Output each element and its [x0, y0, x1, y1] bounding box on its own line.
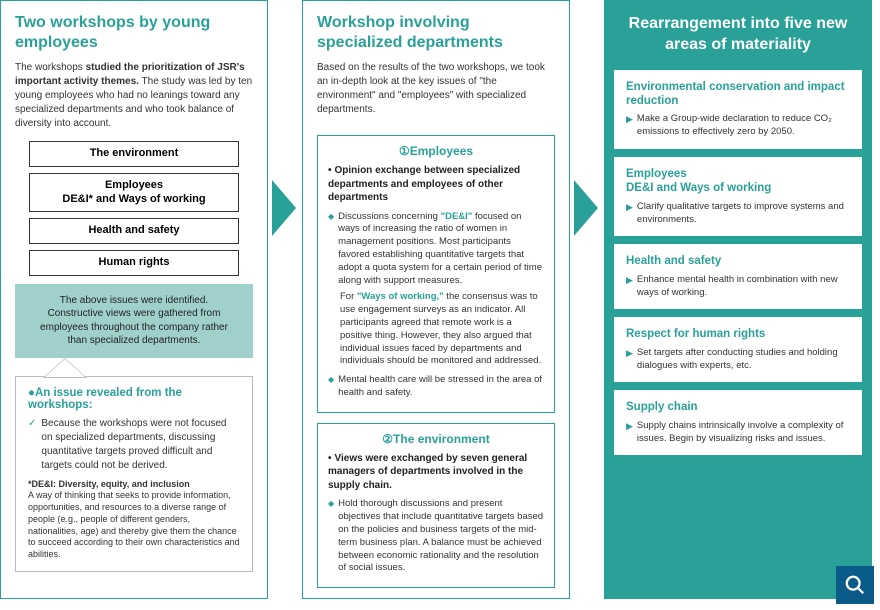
column-workshops-young: Two workshops by young employees The wor…	[0, 0, 268, 599]
materiality-title: Respect for human rights	[626, 327, 850, 341]
issue-title: ●An issue revealed from the workshops:	[28, 387, 240, 411]
box-environment-title: ②The environment	[328, 432, 544, 446]
employees-p3: ◆Mental health care will be stressed in …	[328, 374, 544, 400]
topic-box: EmployeesDE&I* and Ways of working	[29, 173, 239, 213]
employees-p1: ◆Discussions concerning "DE&I" focused o…	[328, 211, 544, 288]
col1-desc: The workshops studied the prioritization…	[1, 61, 267, 141]
materiality-title: Supply chain	[626, 400, 850, 414]
environment-p1: ◆Hold thorough discussions and present o…	[328, 498, 544, 575]
speech-tail	[45, 359, 85, 377]
materiality-card: Supply chain ▶Supply chains intrinsically…	[614, 390, 862, 455]
employees-p2-text: For "Ways of working," the consensus was…	[340, 291, 544, 368]
diamond-icon: ◆	[328, 212, 334, 288]
col1-items-list: The environment EmployeesDE&I* and Ways o…	[1, 141, 267, 276]
issue-body: ✓ Because the workshops were not focused…	[28, 417, 240, 473]
footnote-label: *DE&I: Diversity, equity, and inclusion	[28, 479, 190, 489]
materiality-body: ▶Supply chains intrinsically involve a c…	[626, 420, 850, 446]
footnote-body: A way of thinking that seeks to provide …	[28, 490, 240, 558]
materiality-card: Environmental conservation and impact re…	[614, 70, 862, 149]
flow-container: Two workshops by young employees The wor…	[0, 0, 880, 599]
employees-p1-text: Discussions concerning "DE&I" focused on…	[338, 211, 544, 288]
materiality-title: Environmental conservation and impact re…	[626, 80, 850, 109]
materiality-title: EmployeesDE&I and Ways of working	[626, 167, 850, 196]
environment-p1-text: Hold thorough discussions and present ob…	[338, 498, 544, 575]
triangle-icon: ▶	[626, 274, 633, 300]
topic-box: Health and safety	[29, 218, 239, 244]
topic-box: The environment	[29, 141, 239, 167]
arrow-icon	[272, 180, 296, 236]
materiality-card: Health and safety ▶Enhance mental health …	[614, 244, 862, 309]
materiality-cards: Environmental conservation and impact re…	[614, 70, 862, 456]
diamond-icon: ◆	[328, 375, 334, 400]
materiality-title: Health and safety	[626, 254, 850, 268]
materiality-body: ▶Make a Group-wide declaration to reduce…	[626, 113, 850, 139]
box-environment: ②The environment Views were exchanged by…	[317, 423, 555, 588]
col3-title: Rearrangement into five new areas of mat…	[614, 14, 862, 56]
col1-identified-note: The above issues were identified. Constr…	[15, 284, 253, 358]
check-icon: ✓	[28, 417, 36, 473]
topic-box: Human rights	[29, 250, 239, 276]
footnote: *DE&I: Diversity, equity, and inclusion …	[28, 479, 240, 561]
column-workshop-specialized: Workshop involving specialized departmen…	[302, 0, 570, 599]
employees-p2: For "Ways of working," the consensus was…	[340, 291, 544, 368]
column-five-materiality: Rearrangement into five new areas of mat…	[604, 0, 872, 599]
search-button[interactable]	[836, 566, 874, 604]
triangle-icon: ▶	[626, 113, 633, 139]
materiality-body: ▶Enhance mental health in combination wi…	[626, 274, 850, 300]
col2-desc: Based on the results of the two workshop…	[303, 61, 569, 127]
box-employees: ①Employees Opinion exchange between spec…	[317, 135, 555, 413]
box-employees-head: Opinion exchange between specialized dep…	[328, 164, 544, 205]
materiality-card: EmployeesDE&I and Ways of working ▶Clarif…	[614, 157, 862, 236]
triangle-icon: ▶	[626, 420, 633, 446]
materiality-body: ▶Set targets after conducting studies an…	[626, 347, 850, 373]
employees-p3-text: Mental health care will be stressed in t…	[338, 374, 544, 400]
issue-revealed-box: ●An issue revealed from the workshops: ✓…	[15, 376, 253, 572]
diamond-icon: ◆	[328, 499, 334, 575]
box-environment-head: Views were exchanged by seven general ma…	[328, 452, 544, 493]
search-icon	[844, 574, 866, 596]
materiality-body: ▶Clarify qualitative targets to improve …	[626, 201, 850, 227]
triangle-icon: ▶	[626, 201, 633, 227]
issue-body-text: Because the workshops were not focused o…	[41, 417, 240, 473]
materiality-card: Respect for human rights ▶Set targets aft…	[614, 317, 862, 382]
box-employees-title: ①Employees	[328, 144, 544, 158]
col1-title: Two workshops by young employees	[1, 1, 267, 61]
arrow-icon	[574, 180, 598, 236]
col2-title: Workshop involving specialized departmen…	[303, 1, 569, 61]
triangle-icon: ▶	[626, 347, 633, 373]
